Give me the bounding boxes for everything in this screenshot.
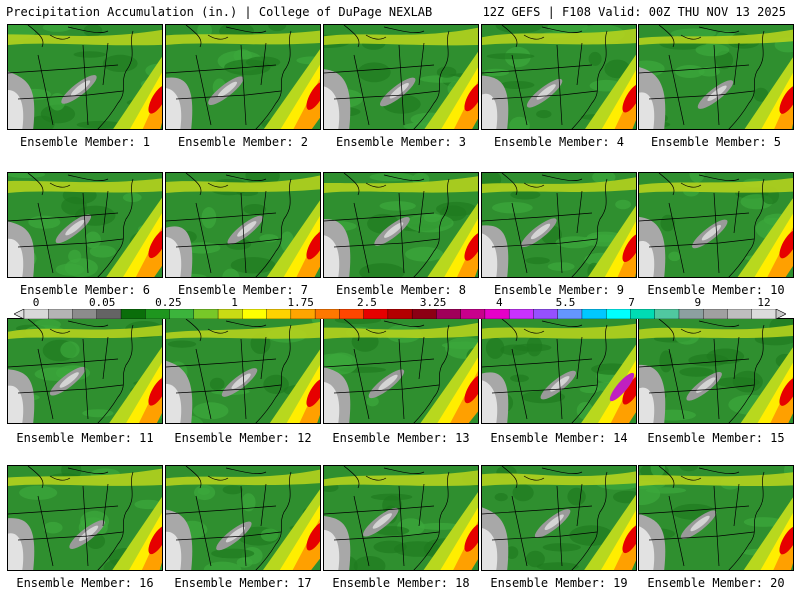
ensemble-map-2 bbox=[165, 24, 321, 130]
ensemble-caption-2: Ensemble Member: 2 bbox=[177, 135, 309, 149]
ensemble-map-14 bbox=[481, 318, 637, 424]
header-title: Precipitation Accumulation (in.) | Colle… bbox=[6, 5, 433, 19]
ensemble-map-15 bbox=[638, 318, 794, 424]
ensemble-map-17 bbox=[165, 465, 321, 571]
ensemble-caption-11: Ensemble Member: 11 bbox=[16, 431, 154, 445]
header-valid-time: 12Z GEFS | F108 Valid: 00Z THU NOV 13 20… bbox=[482, 5, 786, 19]
ensemble-map-3 bbox=[323, 24, 479, 130]
color-scale-tick: 12 bbox=[757, 296, 771, 309]
ensemble-caption-14: Ensemble Member: 14 bbox=[490, 431, 628, 445]
color-scale-tick: 4 bbox=[495, 296, 503, 309]
ensemble-caption-20: Ensemble Member: 20 bbox=[647, 576, 785, 590]
color-scale-tick: 0.25 bbox=[155, 296, 182, 309]
color-scale-tick: 2.5 bbox=[356, 296, 377, 309]
ensemble-map-6 bbox=[7, 172, 163, 278]
ensemble-caption-17: Ensemble Member: 17 bbox=[174, 576, 312, 590]
ensemble-caption-7: Ensemble Member: 7 bbox=[177, 283, 309, 297]
ensemble-caption-5: Ensemble Member: 5 bbox=[650, 135, 782, 149]
ensemble-map-10 bbox=[638, 172, 794, 278]
ensemble-map-4 bbox=[481, 24, 637, 130]
ensemble-map-13 bbox=[323, 318, 479, 424]
ensemble-caption-9: Ensemble Member: 9 bbox=[493, 283, 625, 297]
ensemble-caption-19: Ensemble Member: 19 bbox=[490, 576, 628, 590]
ensemble-caption-3: Ensemble Member: 3 bbox=[335, 135, 467, 149]
ensemble-map-9 bbox=[481, 172, 637, 278]
ensemble-map-18 bbox=[323, 465, 479, 571]
color-scale-tick: 5.5 bbox=[555, 296, 576, 309]
ensemble-caption-4: Ensemble Member: 4 bbox=[493, 135, 625, 149]
ensemble-map-20 bbox=[638, 465, 794, 571]
color-scale-tick: 0 bbox=[32, 296, 40, 309]
ensemble-caption-16: Ensemble Member: 16 bbox=[16, 576, 154, 590]
ensemble-map-1 bbox=[7, 24, 163, 130]
color-scale-legend: 0 0.05 0.25 1 1.75 2.5 3.25 4 5.5 7 9 12 bbox=[14, 296, 786, 322]
ensemble-map-8 bbox=[323, 172, 479, 278]
ensemble-map-12 bbox=[165, 318, 321, 424]
color-scale-tick: 3.25 bbox=[419, 296, 447, 309]
ensemble-map-11 bbox=[7, 318, 163, 424]
ensemble-caption-18: Ensemble Member: 18 bbox=[332, 576, 470, 590]
color-scale-tick: 9 bbox=[694, 296, 702, 309]
ensemble-caption-6: Ensemble Member: 6 bbox=[19, 283, 151, 297]
ensemble-caption-12: Ensemble Member: 12 bbox=[174, 431, 312, 445]
ensemble-caption-8: Ensemble Member: 8 bbox=[335, 283, 467, 297]
ensemble-map-7 bbox=[165, 172, 321, 278]
ensemble-caption-15: Ensemble Member: 15 bbox=[647, 431, 785, 445]
color-scale-tick: 7 bbox=[628, 296, 635, 309]
color-scale-tick: 0.05 bbox=[88, 296, 116, 309]
ensemble-map-16 bbox=[7, 465, 163, 571]
ensemble-caption-10: Ensemble Member: 10 bbox=[647, 283, 785, 297]
ensemble-map-19 bbox=[481, 465, 637, 571]
ensemble-caption-1: Ensemble Member: 1 bbox=[19, 135, 151, 149]
color-scale-bar bbox=[14, 309, 786, 319]
color-scale-tick: 1.75 bbox=[287, 296, 314, 309]
color-scale-tick: 1 bbox=[231, 296, 238, 309]
ensemble-caption-13: Ensemble Member: 13 bbox=[332, 431, 470, 445]
ensemble-map-5 bbox=[638, 24, 794, 130]
